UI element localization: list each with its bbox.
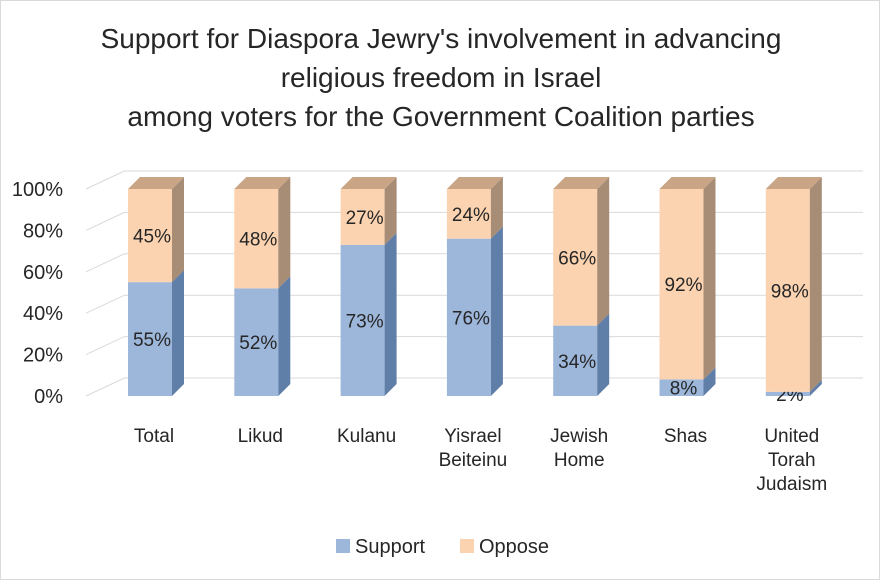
data-label-kulanu-oppose: 27% <box>346 208 384 229</box>
bar-side-likud-support <box>278 276 291 396</box>
data-label-yisrael-beiteinu-support: 76% <box>452 308 490 329</box>
gridline-100 <box>85 170 863 190</box>
y-tick-60: 60% <box>23 262 63 284</box>
x-tick-kulanu: Kulanu <box>337 426 396 447</box>
y-tick-20: 20% <box>23 345 63 367</box>
bar-side-kulanu-oppose <box>384 177 397 245</box>
data-label-shas-support: 8% <box>670 379 698 400</box>
bar-kulanu-support <box>340 244 385 396</box>
bar-top-jewish-home-oppose <box>553 177 610 189</box>
bar-top-yisrael-beiteinu-oppose <box>446 177 503 189</box>
legend-label-support: Support <box>355 536 425 558</box>
bar-side-total-oppose <box>172 177 184 283</box>
legend-swatch-support <box>336 539 350 553</box>
y-tick-0: 0% <box>34 386 63 408</box>
bar-side-jewish-home-oppose <box>597 177 610 326</box>
bar-side-united-torah-judaism-support <box>809 379 822 396</box>
data-label-jewish-home-oppose: 66% <box>558 248 596 269</box>
bar-jewish-home-oppose <box>553 189 598 326</box>
data-label-likud-support: 52% <box>239 333 277 354</box>
legend-swatch-oppose <box>460 539 474 553</box>
bar-side-yisrael-beiteinu-support <box>490 226 503 396</box>
bar-united-torah-judaism-support <box>765 391 810 396</box>
bar-total-oppose <box>128 189 172 283</box>
bar-top-total-oppose <box>128 177 184 189</box>
data-label-total-oppose: 45% <box>133 227 171 248</box>
data-label-likud-oppose: 48% <box>239 230 277 251</box>
bar-top-shas-oppose <box>659 177 716 189</box>
bar-top-united-torah-judaism-oppose <box>765 177 822 189</box>
bar-side-shas-support <box>703 367 716 396</box>
bar-likud-oppose <box>234 189 279 289</box>
bar-united-torah-judaism-oppose <box>765 189 810 392</box>
bar-jewish-home-support <box>553 325 598 396</box>
y-tick-40: 40% <box>23 303 63 325</box>
bar-shas-oppose <box>659 189 704 380</box>
gridline-60 <box>85 253 863 273</box>
bar-top-likud-oppose <box>234 177 291 189</box>
x-tick-shas: Shas <box>664 426 707 447</box>
bar-side-likud-oppose <box>278 177 291 289</box>
bar-top-kulanu-oppose <box>340 177 397 189</box>
data-label-jewish-home-support: 34% <box>558 352 596 373</box>
x-tick-yisrael-beiteinu: Yisrael Beiteinu <box>439 426 508 471</box>
y-tick-80: 80% <box>23 220 63 242</box>
data-label-yisrael-beiteinu-oppose: 24% <box>452 205 490 226</box>
x-tick-total: Total <box>134 426 174 447</box>
bar-side-total-support <box>172 270 184 396</box>
bar-shas-support <box>659 379 704 396</box>
gridline-40 <box>85 294 863 314</box>
bar-yisrael-beiteinu-oppose <box>446 189 491 239</box>
x-tick-united-torah-judaism: United Torah Judaism <box>756 426 827 495</box>
gridline-80 <box>85 211 863 231</box>
gridline-20 <box>85 336 863 356</box>
bar-total-support <box>128 282 172 396</box>
bar-side-shas-oppose <box>703 177 716 380</box>
y-tick-100: 100% <box>12 179 63 201</box>
bar-likud-support <box>234 288 279 396</box>
legend-label-oppose: Oppose <box>479 536 549 558</box>
data-label-kulanu-support: 73% <box>346 311 384 332</box>
x-tick-likud: Likud <box>238 426 283 447</box>
data-label-shas-oppose: 92% <box>664 275 702 296</box>
gridline-0 <box>85 377 863 397</box>
bar-side-yisrael-beiteinu-oppose <box>490 177 503 239</box>
bar-kulanu-oppose <box>340 189 385 245</box>
bar-side-kulanu-support <box>384 232 397 396</box>
data-label-total-support: 55% <box>133 330 171 351</box>
chart-title: Support for Diaspora Jewry's involvement… <box>100 23 782 132</box>
x-tick-jewish-home: Jewish Home <box>550 426 608 471</box>
bar-yisrael-beiteinu-support <box>446 238 491 396</box>
bar-side-united-torah-judaism-oppose <box>809 177 822 392</box>
data-label-united-torah-judaism-oppose: 98% <box>771 281 809 302</box>
bar-side-jewish-home-support <box>597 313 610 396</box>
